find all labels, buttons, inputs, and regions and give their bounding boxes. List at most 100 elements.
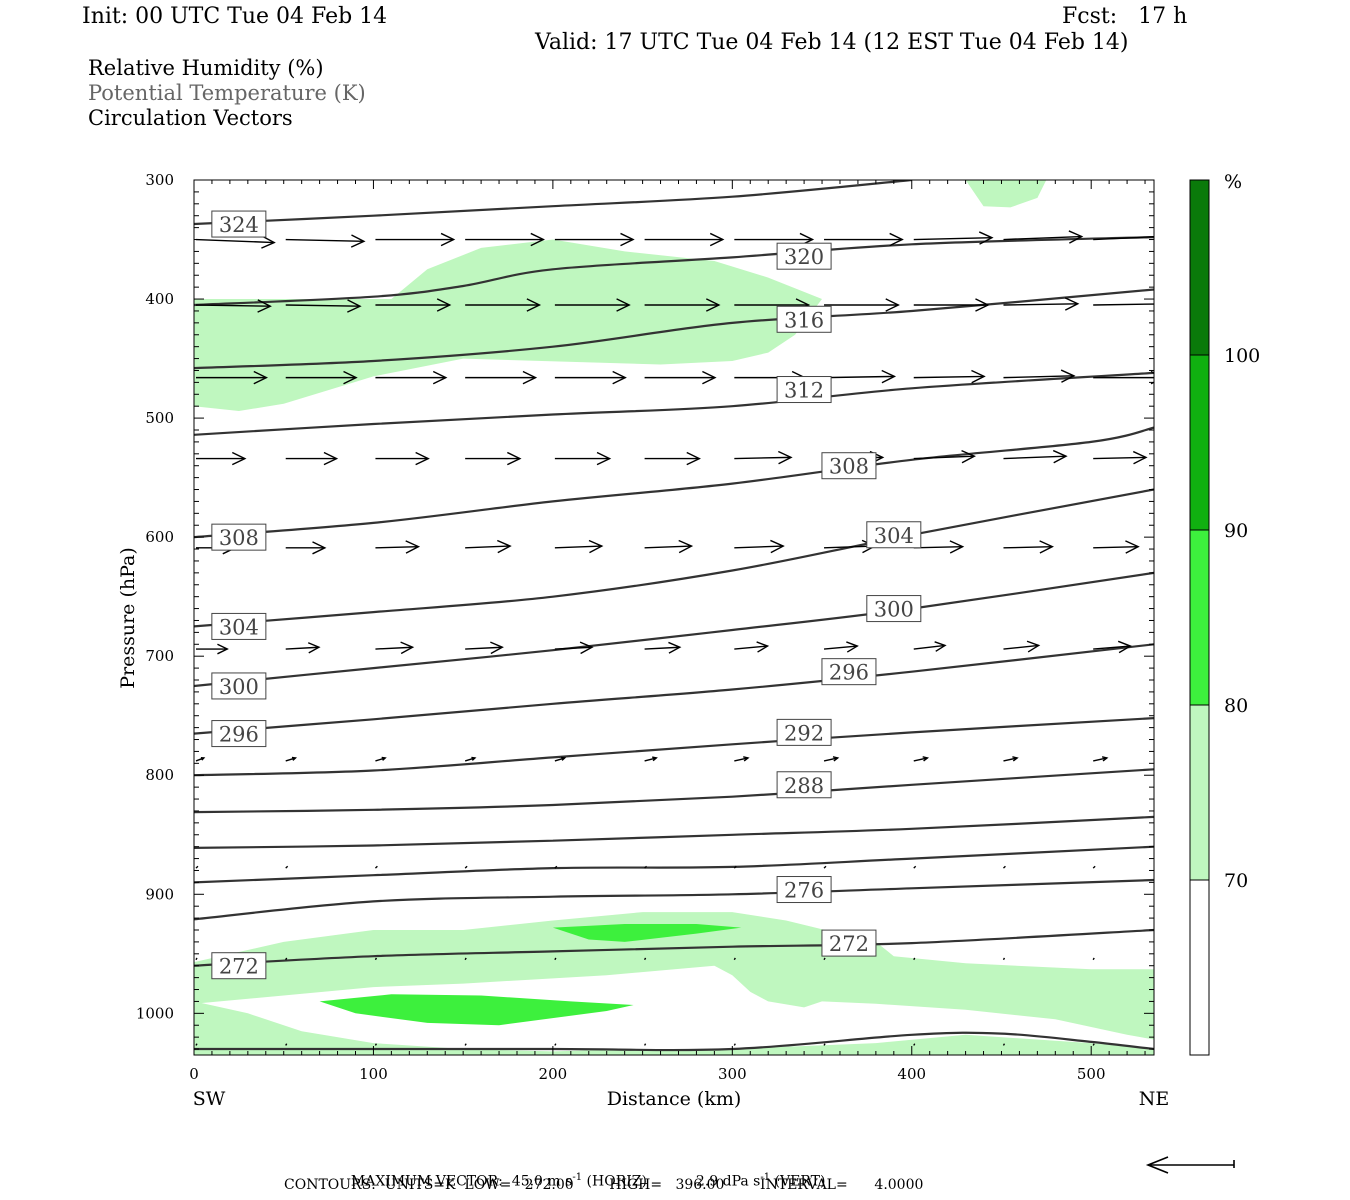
circulation-vector bbox=[913, 756, 930, 762]
circulation-vector bbox=[644, 539, 694, 554]
vector-head bbox=[507, 451, 522, 466]
colorbar-segment bbox=[1189, 879, 1210, 1056]
max-vert-exponent: -1 bbox=[760, 1172, 771, 1183]
vector-head bbox=[1117, 640, 1132, 654]
circulation-vector bbox=[375, 451, 430, 466]
circulation-vector bbox=[1093, 540, 1140, 554]
vector-shaft bbox=[1092, 1043, 1095, 1046]
contour-label-276: 276 bbox=[784, 879, 824, 903]
vector-head bbox=[1039, 540, 1054, 554]
legend-theta: Potential Temperature (K) bbox=[88, 81, 366, 105]
vector-head bbox=[612, 370, 627, 385]
vector-head bbox=[1132, 450, 1148, 465]
y-tick-label: 500 bbox=[145, 409, 174, 427]
vector-head bbox=[922, 756, 930, 762]
vector-shaft bbox=[554, 957, 557, 961]
vector-shaft bbox=[913, 644, 946, 650]
vector-head bbox=[1101, 756, 1109, 762]
circulation-vector bbox=[464, 957, 467, 961]
vector-shaft bbox=[823, 865, 827, 869]
vector-shaft bbox=[734, 545, 784, 549]
circulation-vector bbox=[554, 641, 594, 655]
circulation-vector bbox=[733, 1043, 736, 1046]
vector-shaft bbox=[554, 1043, 557, 1046]
vector-head bbox=[432, 370, 448, 385]
circulation-vector bbox=[375, 298, 452, 312]
vector-shaft bbox=[374, 957, 378, 961]
vector-head bbox=[652, 756, 658, 762]
circulation-vector bbox=[465, 539, 512, 554]
circulation-vector bbox=[644, 232, 725, 247]
rh-region-70 bbox=[194, 239, 822, 411]
vector-head bbox=[588, 539, 604, 554]
vector-shaft bbox=[1003, 865, 1006, 869]
circulation-vector bbox=[374, 957, 378, 961]
circulation-vector bbox=[465, 232, 545, 247]
circulation-vector bbox=[554, 1043, 557, 1046]
contour-label-288: 288 bbox=[784, 774, 824, 798]
circulation-vector bbox=[554, 865, 558, 869]
theta-contour-300 bbox=[194, 571, 1154, 688]
vector-shaft bbox=[554, 757, 565, 762]
vector-shaft bbox=[554, 545, 602, 549]
contour-label-296: 296 bbox=[219, 723, 259, 747]
vector-shaft bbox=[1093, 456, 1147, 460]
circulation-vector bbox=[554, 957, 557, 961]
vector-shaft bbox=[464, 757, 476, 762]
circulation-vector bbox=[464, 1043, 467, 1046]
vector-shaft bbox=[554, 865, 558, 869]
y-tick-label: 800 bbox=[145, 766, 174, 784]
circulation-vector bbox=[464, 756, 477, 762]
colorbar-level-90: 90 bbox=[1224, 520, 1248, 542]
contour-label-304: 304 bbox=[219, 615, 259, 639]
x-end-label-sw: SW bbox=[193, 1088, 226, 1110]
vector-shaft bbox=[734, 757, 749, 762]
vector-head bbox=[668, 641, 682, 654]
vector-head bbox=[381, 756, 387, 761]
circulation-vector bbox=[285, 234, 366, 248]
vector-head bbox=[350, 234, 366, 248]
vector-head bbox=[846, 641, 859, 653]
circulation-vector bbox=[285, 865, 289, 869]
circulation-vector bbox=[643, 957, 647, 961]
circulation-vector bbox=[195, 957, 198, 961]
contour-label-316: 316 bbox=[784, 308, 824, 332]
colorbar-level-100: 100 bbox=[1224, 345, 1260, 367]
circulation-vector bbox=[375, 641, 415, 655]
legend-rh: Relative Humidity (%) bbox=[88, 56, 324, 80]
contour-label-308: 308 bbox=[829, 455, 869, 479]
vector-shaft bbox=[465, 545, 511, 549]
vector-head bbox=[1012, 756, 1019, 762]
vector-head bbox=[312, 541, 327, 555]
circulation-vector bbox=[644, 641, 682, 654]
circulation-vector bbox=[1003, 230, 1084, 244]
vector-head bbox=[678, 539, 694, 554]
circulation-vector bbox=[823, 1043, 826, 1046]
vector-shaft bbox=[733, 957, 736, 961]
circulation-vector bbox=[824, 298, 900, 312]
circulation-vector bbox=[375, 540, 421, 554]
circulation-vector bbox=[195, 865, 199, 869]
theta-contour-272 bbox=[194, 928, 1154, 967]
contour-label-272: 272 bbox=[219, 955, 259, 979]
vector-shaft bbox=[1003, 303, 1078, 306]
contour-info: CONTOURS: UNITS=K LOW= 272.00 HIGH= 396.… bbox=[284, 1177, 924, 1193]
circulation-vector bbox=[285, 642, 321, 654]
circulation-vector bbox=[375, 370, 448, 385]
vector-head bbox=[975, 298, 990, 312]
vector-shaft bbox=[644, 865, 648, 869]
circulation-vector bbox=[644, 756, 658, 762]
vector-shaft bbox=[1093, 757, 1108, 762]
vector-head bbox=[705, 298, 721, 312]
circulation-vector bbox=[1003, 369, 1076, 383]
init-time: Init: 00 UTC Tue 04 Feb 14 bbox=[82, 4, 388, 29]
circulation-vector bbox=[1092, 957, 1095, 961]
circulation-vector bbox=[1003, 640, 1041, 653]
circulation-vector bbox=[913, 540, 965, 554]
circulation-vector bbox=[195, 299, 272, 313]
contour-label-312: 312 bbox=[784, 379, 824, 403]
vector-shaft bbox=[733, 865, 737, 869]
x-tick-label: 500 bbox=[1077, 1065, 1106, 1083]
vector-head bbox=[323, 451, 339, 466]
contour-label-308: 308 bbox=[219, 526, 259, 550]
